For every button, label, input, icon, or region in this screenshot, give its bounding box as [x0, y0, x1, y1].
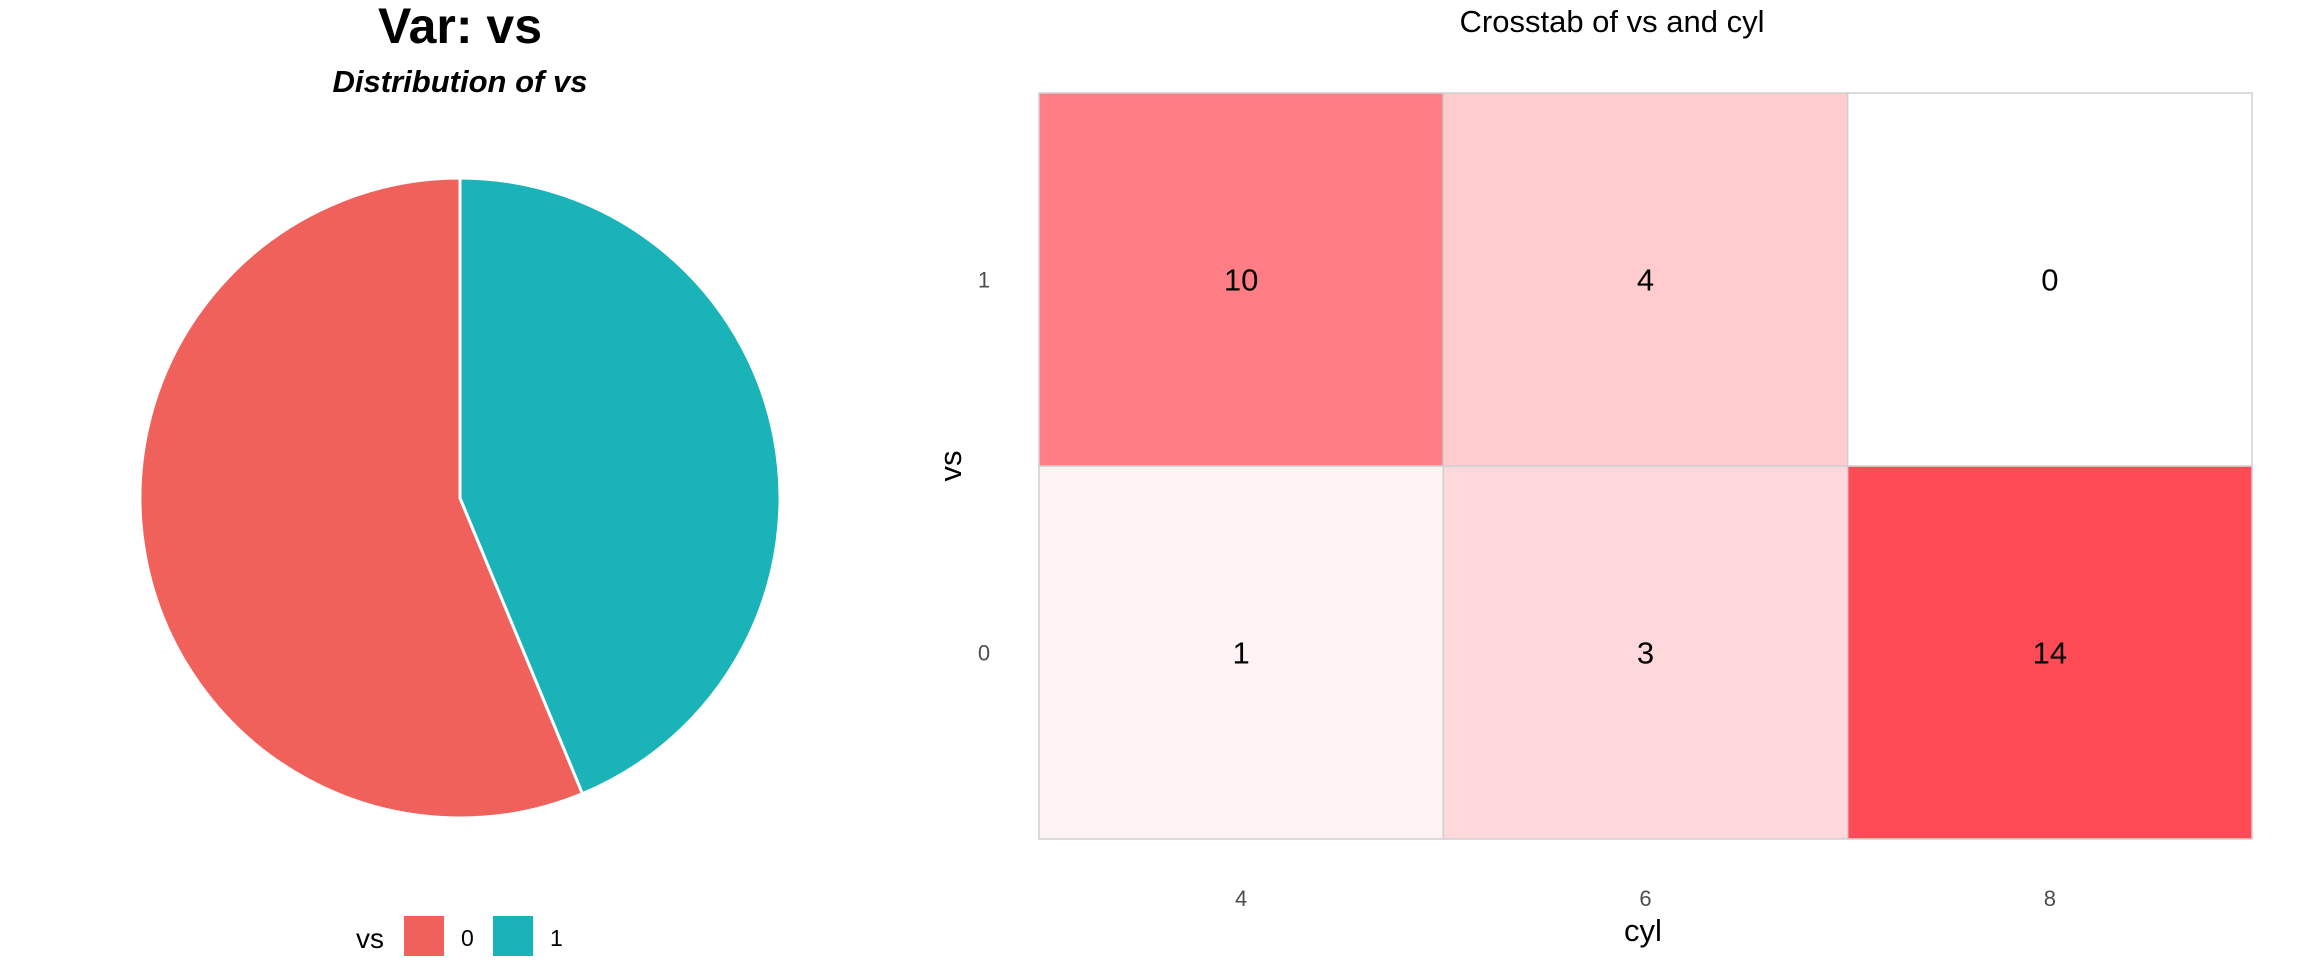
pie-chart: Var: vs Distribution of vs vs 0 1 — [138, 0, 782, 956]
pie-title: Var: vs — [378, 0, 542, 54]
pie-slice-0 — [138, 176, 585, 820]
legend-label-1: 1 — [550, 925, 563, 951]
pie-slice-1 — [458, 176, 782, 796]
pie-subtitle: Distribution of vs — [333, 64, 588, 99]
heatmap-title: Crosstab of vs and cyl — [1460, 4, 1765, 39]
x-axis-label: cyl — [1624, 913, 1662, 948]
legend-key-0 — [404, 916, 444, 956]
y-tick-1: 1 — [978, 268, 990, 293]
heatmap-cell-vs0-cyl4 — [1038, 465, 1445, 840]
heatmap-cell-vs1-cyl8 — [1846, 92, 2253, 467]
x-tick-4: 4 — [1235, 886, 1247, 911]
legend-title: vs — [356, 923, 384, 954]
pie-slices — [138, 176, 782, 820]
legend-key-1 — [493, 916, 533, 956]
heatmap-ticks: 0 1 4 6 8 — [978, 268, 2056, 912]
heatmap-cell-label-vs0-cyl6: 3 — [1637, 636, 1654, 671]
heatmap-cell-vs0-cyl8 — [1846, 465, 2253, 840]
heatmap-cell-vs1-cyl6 — [1442, 92, 1849, 467]
heatmap-cell-label-vs0-cyl8: 14 — [2033, 636, 2067, 671]
heatmap-cell-label-vs1-cyl4: 10 — [1224, 263, 1258, 298]
x-tick-6: 6 — [1639, 886, 1651, 911]
heatmap-cell-label-vs1-cyl6: 4 — [1637, 263, 1654, 298]
heatmap-cell-vs0-cyl6 — [1442, 465, 1849, 840]
heatmap-cell-vs1-cyl4 — [1038, 92, 1445, 467]
x-tick-8: 8 — [2044, 886, 2056, 911]
heatmap-cell-label-vs0-cyl4: 1 — [1233, 636, 1250, 671]
pie-legend: vs 0 1 — [356, 916, 563, 956]
heatmap-cells: 1 3 14 10 4 0 — [1038, 92, 2253, 840]
y-axis-label: vs — [933, 451, 968, 482]
y-tick-0: 0 — [978, 641, 990, 666]
legend-label-0: 0 — [461, 925, 474, 951]
heatmap-cell-label-vs1-cyl8: 0 — [2041, 263, 2058, 298]
